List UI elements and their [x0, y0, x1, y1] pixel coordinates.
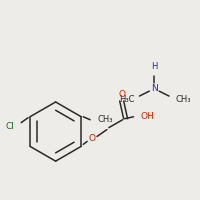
Text: H: H: [151, 62, 157, 71]
Text: Cl: Cl: [6, 122, 15, 131]
Text: H₃C: H₃C: [119, 96, 134, 104]
Text: CH₃: CH₃: [97, 115, 113, 124]
Text: OH: OH: [140, 112, 154, 121]
Text: O: O: [89, 134, 96, 143]
Text: O: O: [118, 90, 125, 99]
Text: CH₃: CH₃: [175, 96, 191, 104]
Text: N: N: [151, 84, 158, 93]
